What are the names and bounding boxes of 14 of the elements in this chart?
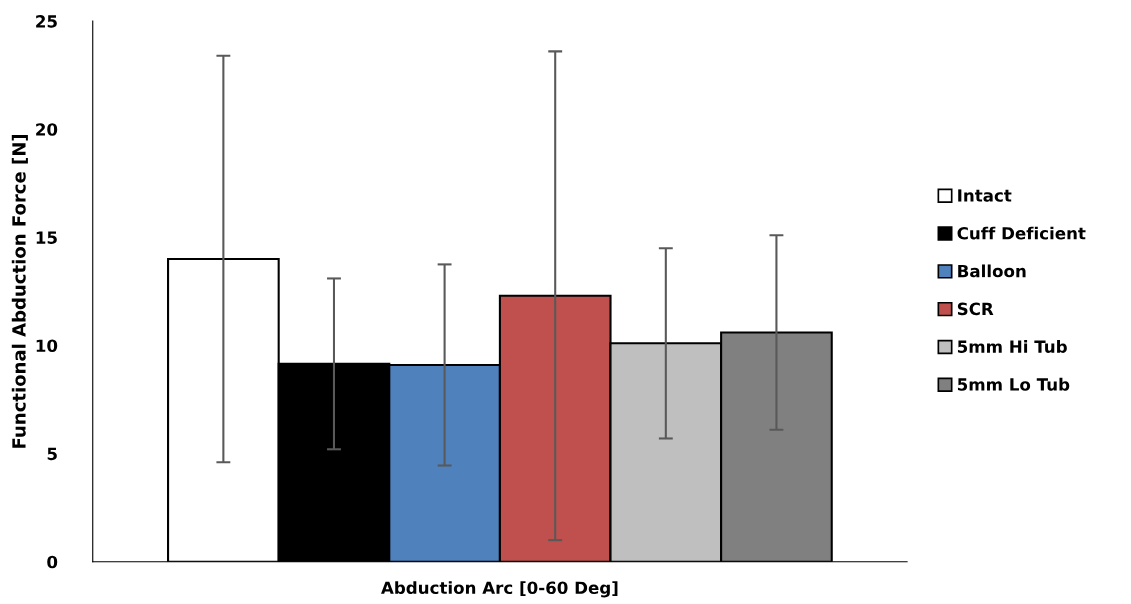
- x-tick-label: Abduction Arc [0-60 Deg]: [381, 581, 618, 598]
- legend-label: SCR: [957, 302, 994, 316]
- y-tick-label: 25: [36, 15, 57, 28]
- y-tick-label: 15: [36, 231, 57, 244]
- legend-label: Intact: [958, 189, 1012, 202]
- y-tick-label: 0: [47, 555, 58, 569]
- legend-label: Cuff Deficient: [957, 226, 1086, 240]
- legend-label: 5mm Lo Tub: [957, 377, 1070, 391]
- y-tick-label: 10: [36, 339, 58, 353]
- y-axis-title: Functional Abduction Force [N]: [11, 134, 28, 448]
- legend-label: Balloon: [958, 264, 1026, 278]
- y-tick-label: 5: [47, 447, 57, 461]
- legend-label: 5mm Hi Tub: [957, 340, 1067, 353]
- y-tick-label: 20: [36, 123, 58, 136]
